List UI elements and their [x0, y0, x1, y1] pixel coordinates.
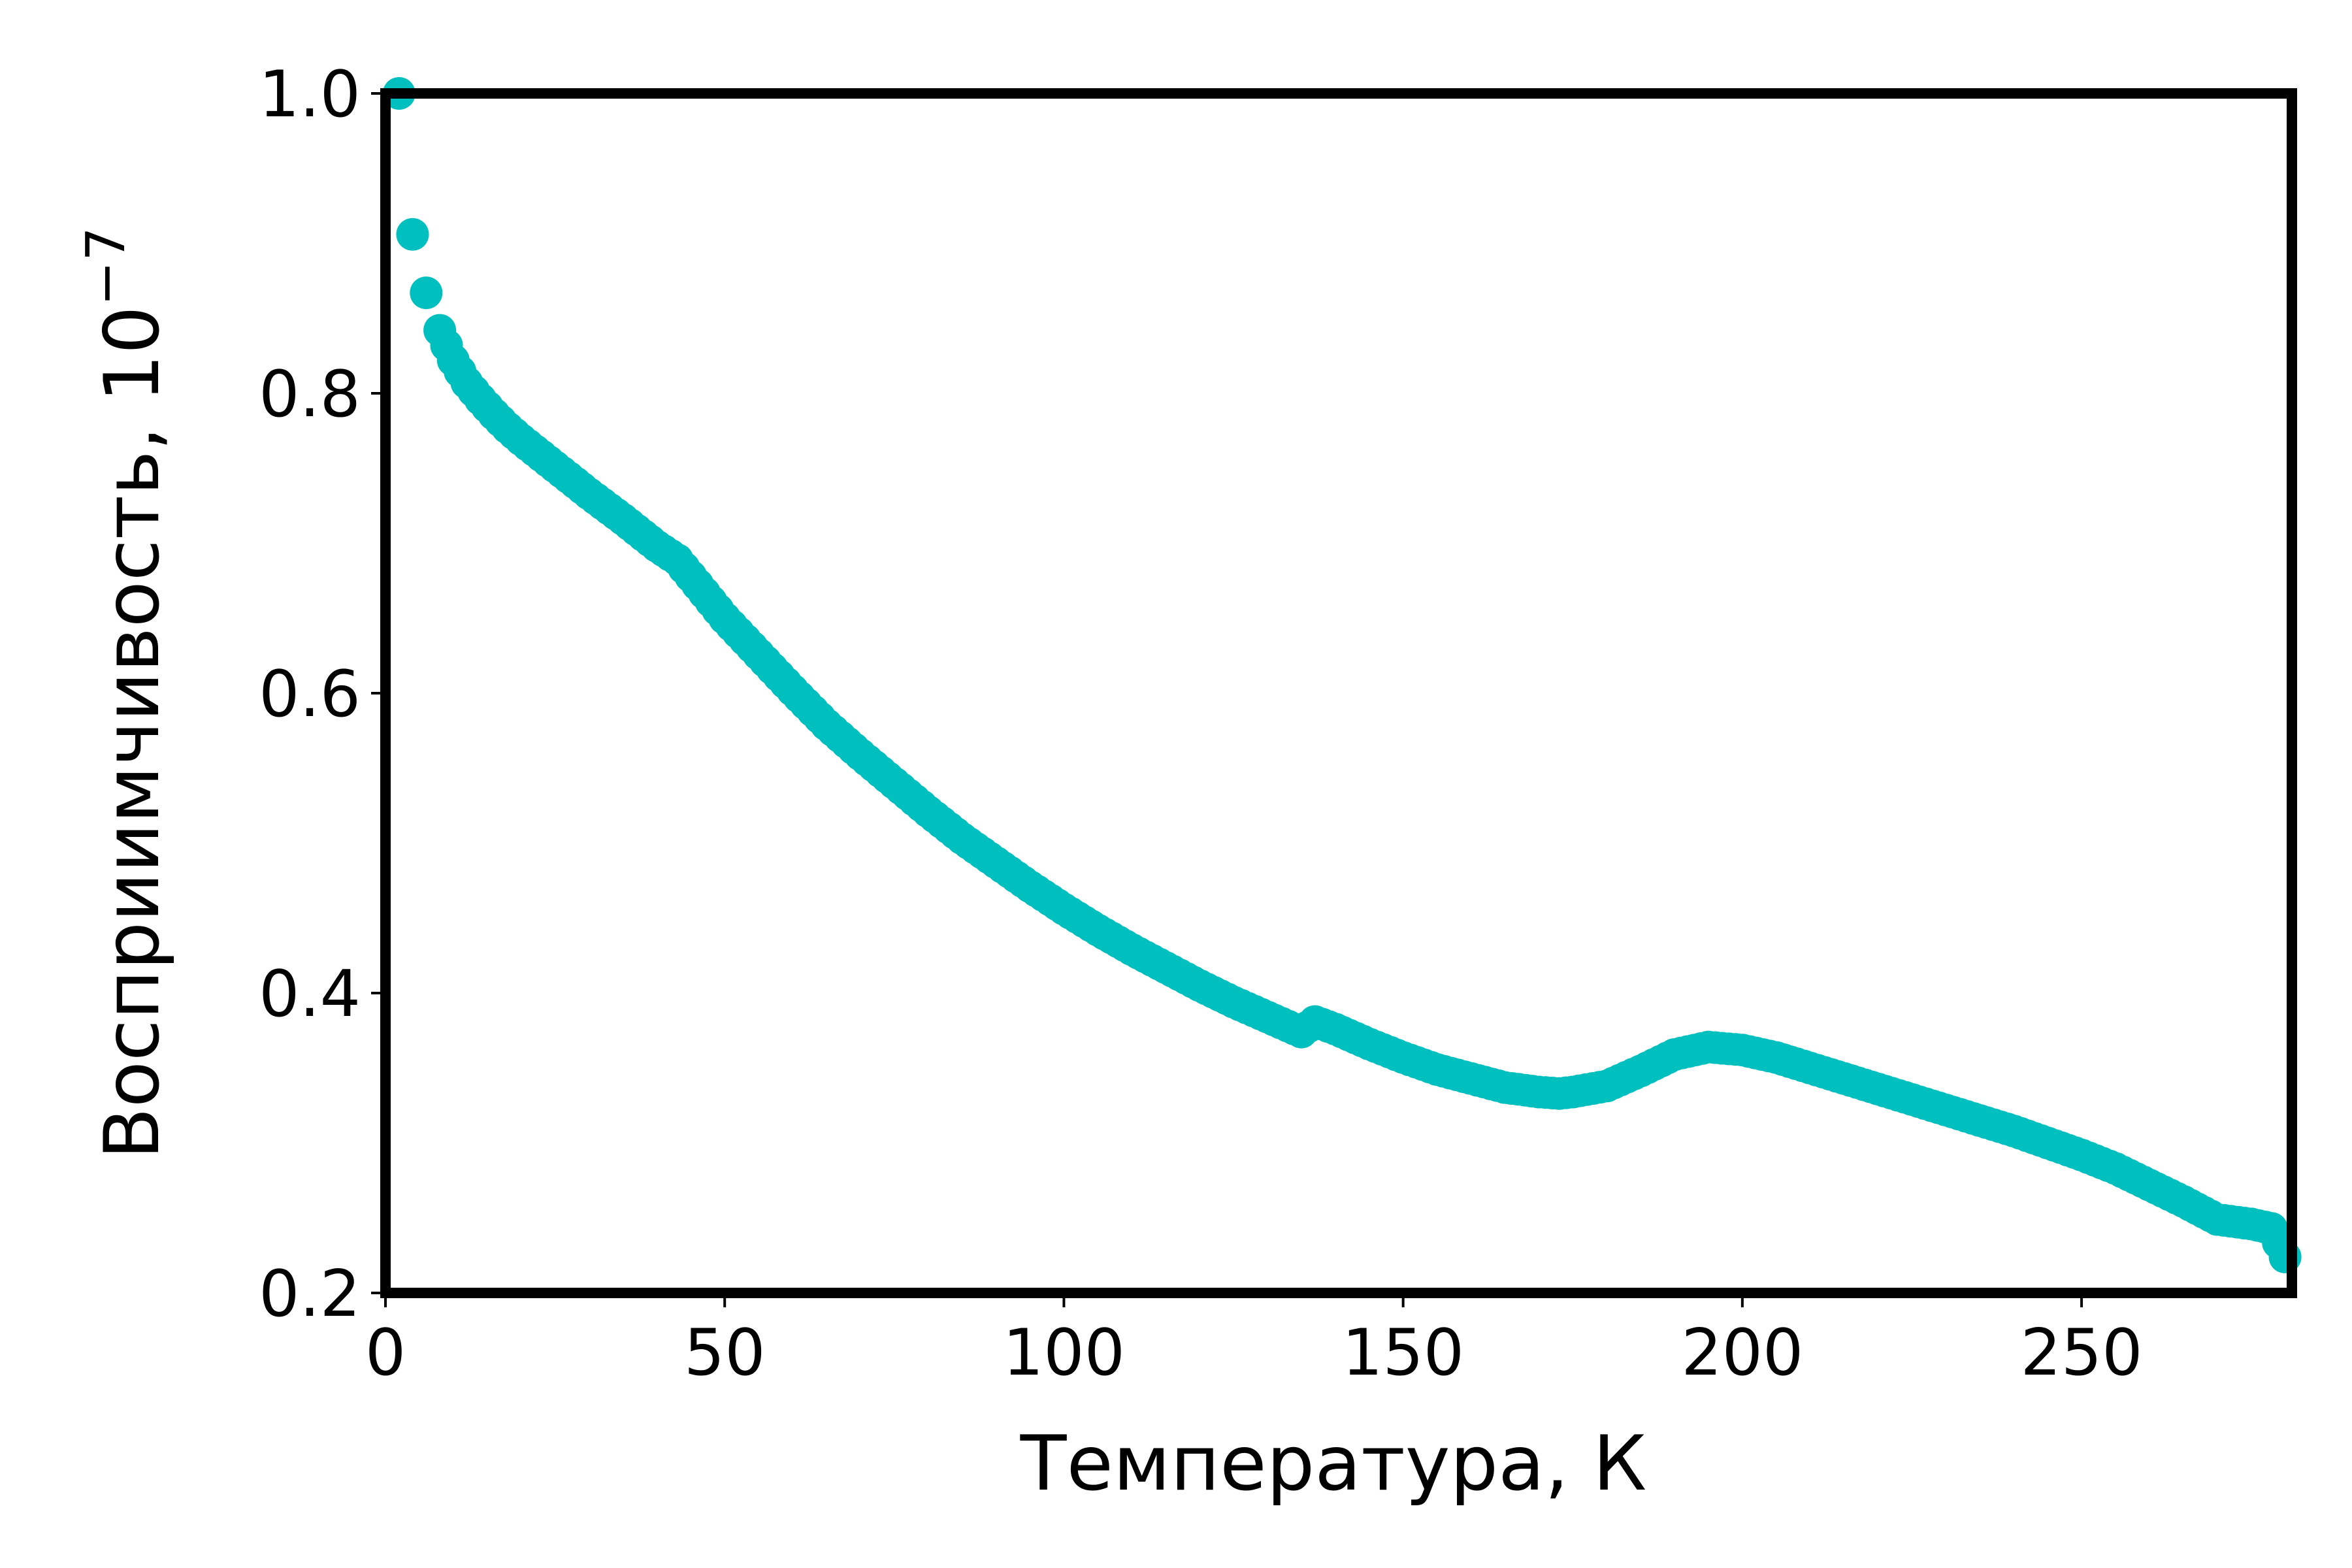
- y-axis-ticks: 0.2 0.4 0.6 0.8 1.0: [259, 57, 380, 1331]
- y-tick-label: 1.0: [259, 57, 361, 132]
- x-axis-ticks: 0 50 100 150 200 250: [365, 1298, 2143, 1390]
- x-tick-label: 100: [1003, 1316, 1125, 1390]
- y-tick-label: 0.8: [259, 357, 361, 432]
- y-axis-label: Восприимчивость, 10−7: [75, 227, 176, 1159]
- x-tick-label: 150: [1342, 1316, 1464, 1390]
- x-tick-label: 50: [684, 1316, 766, 1390]
- y-axis-label-exponent: −7: [75, 227, 137, 306]
- data-point: [410, 276, 443, 310]
- y-tick-label: 0.4: [259, 957, 361, 1032]
- data-point: [396, 218, 429, 251]
- x-tick-label: 250: [2021, 1316, 2143, 1390]
- y-tick-label: 0.6: [259, 657, 361, 732]
- y-tick-label: 0.2: [259, 1257, 361, 1331]
- x-axis-label: Температура, К: [1020, 1420, 1647, 1508]
- x-tick-label: 0: [365, 1316, 406, 1390]
- x-tick-label: 200: [1681, 1316, 1803, 1390]
- data-points: [382, 77, 2302, 1273]
- plot-frame: [380, 88, 2297, 1298]
- y-axis-label-text: Восприимчивость, 10: [88, 306, 176, 1159]
